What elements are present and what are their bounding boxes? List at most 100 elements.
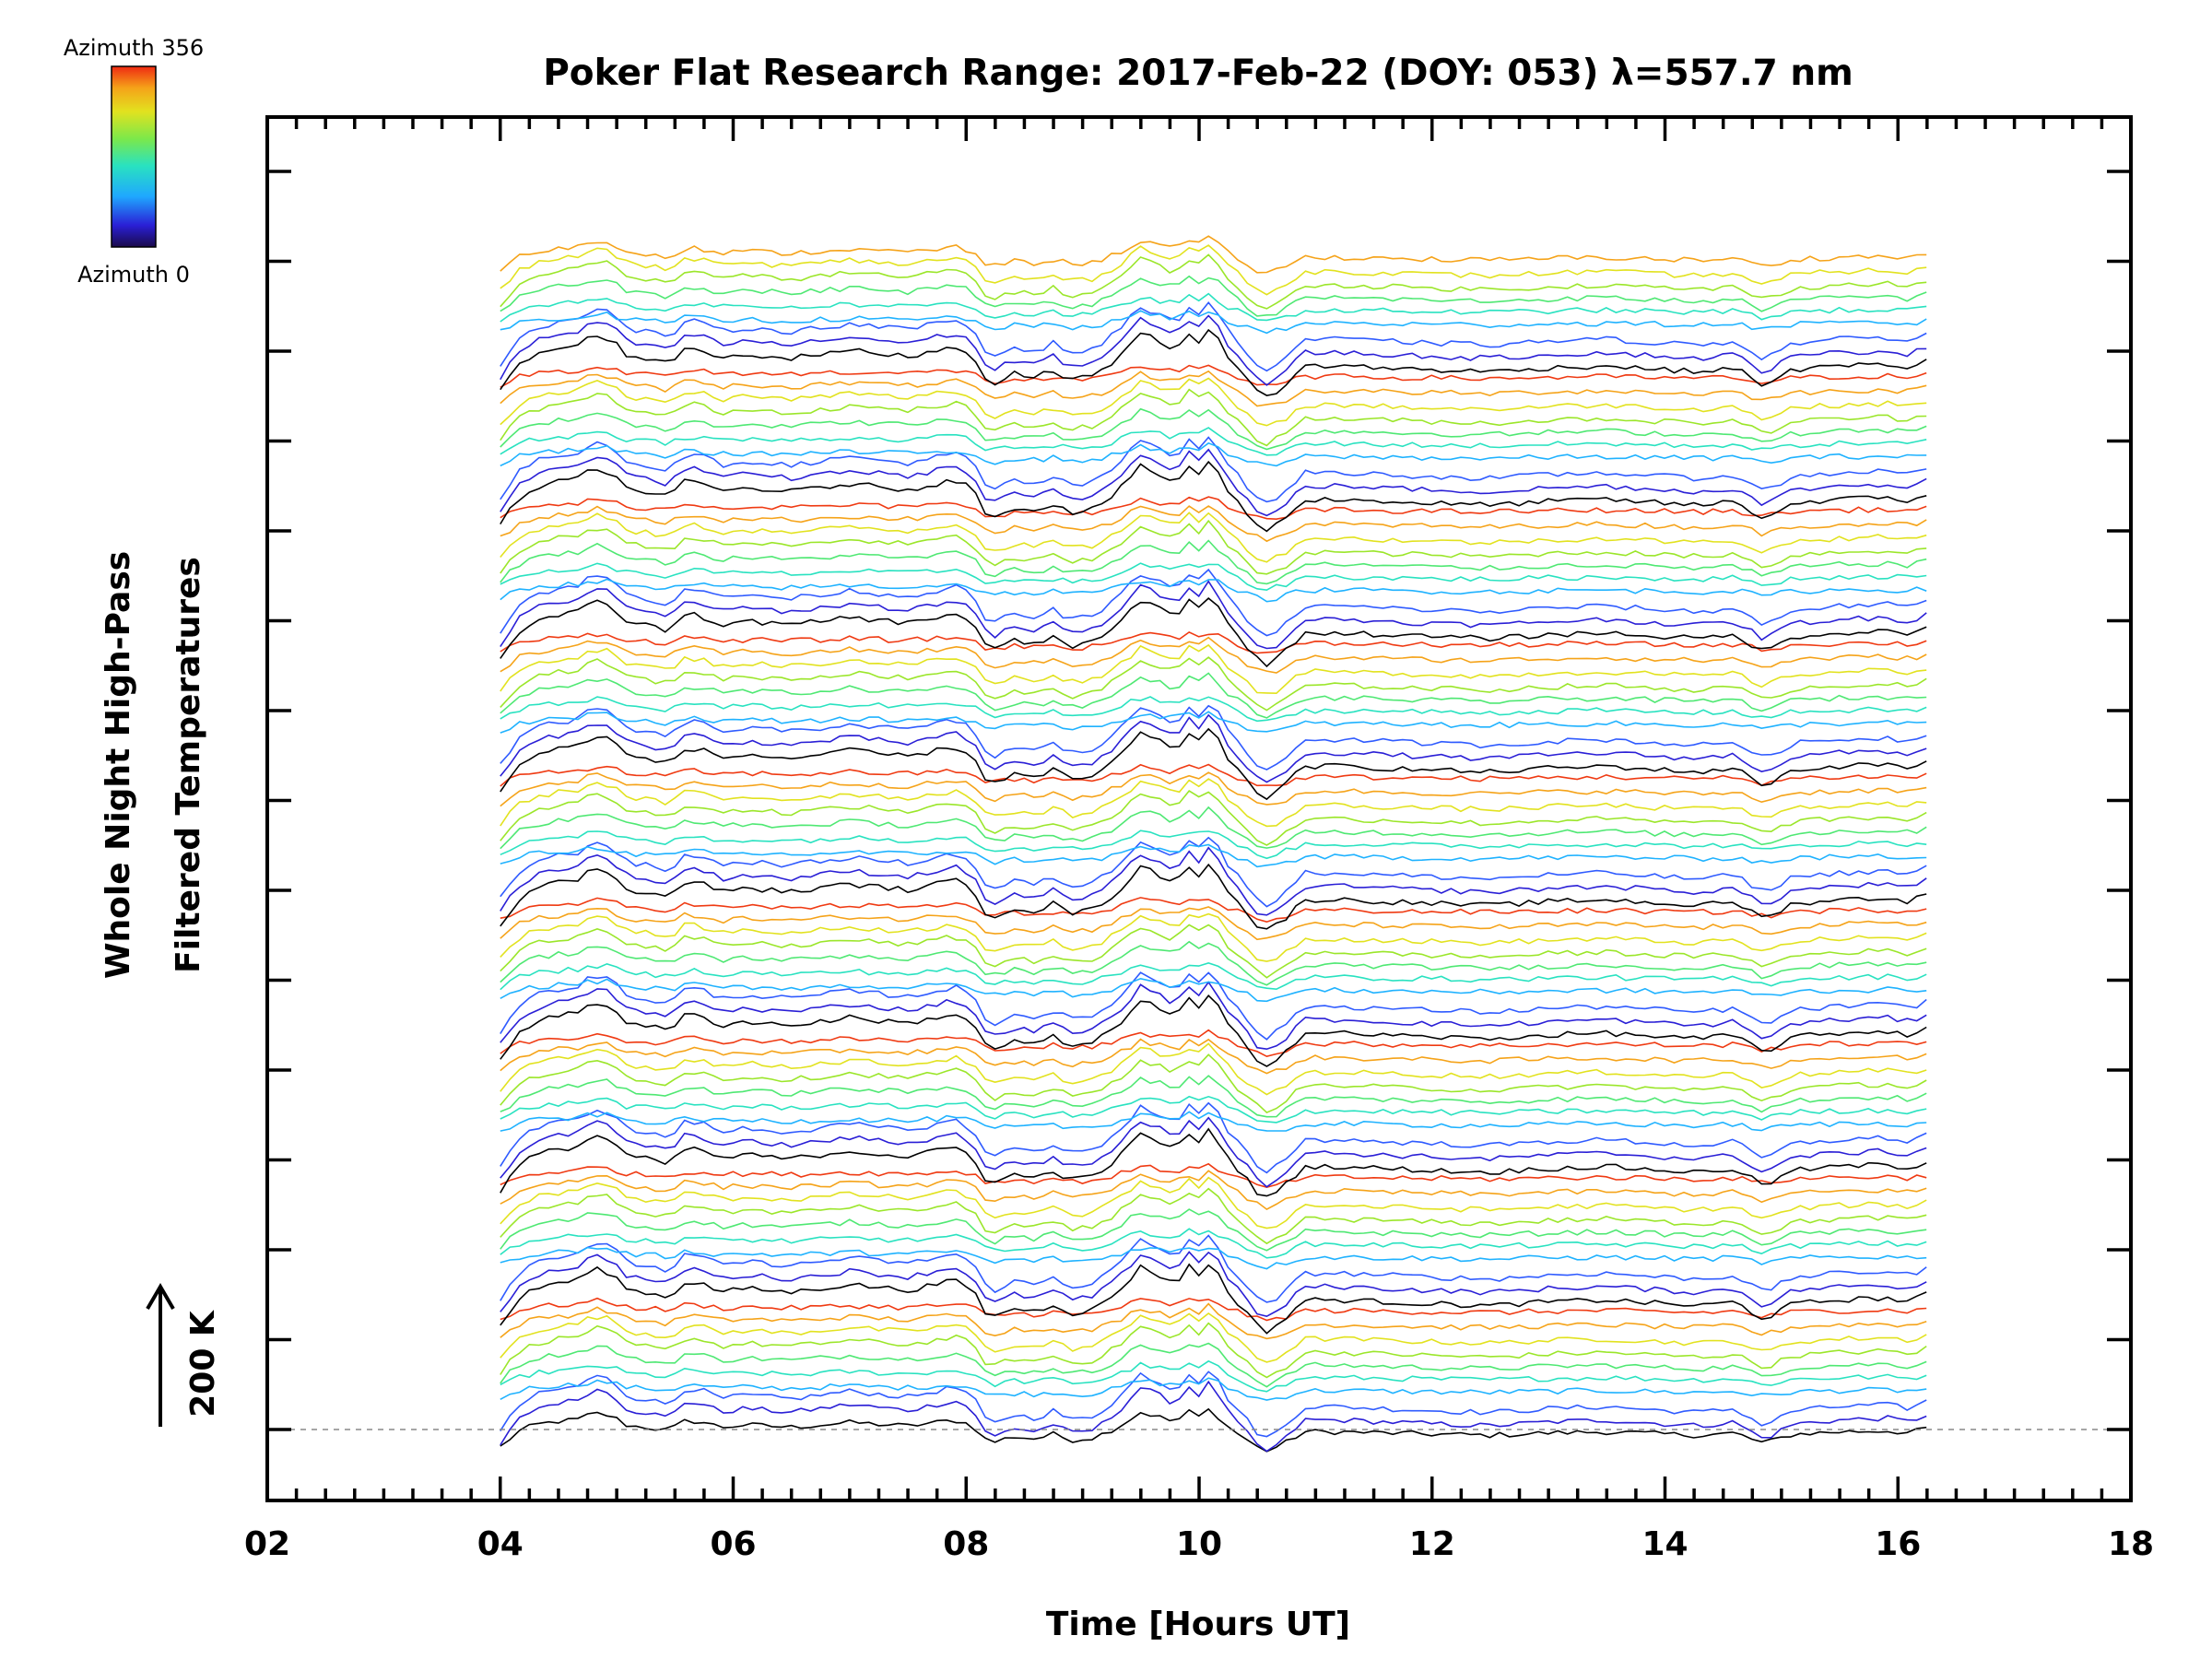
series-line-15 [500,1208,1927,1252]
x-tick-label: 16 [1875,1525,1921,1563]
series-line-9 [500,1297,1927,1322]
series-line-20 [500,1127,1927,1197]
series-line-45 [500,806,1927,850]
series-line-62 [500,568,1927,637]
series-line-25 [500,1075,1927,1118]
x-tick-label: 10 [1176,1525,1222,1563]
series-line-6 [500,1322,1927,1379]
series-line-55 [500,672,1927,719]
series-line-33 [500,977,1927,1003]
series-line-29 [500,1029,1927,1058]
series-line-14 [500,1228,1927,1259]
series-line-35 [500,940,1927,986]
series-line-23 [500,1111,1927,1132]
series-line-38 [500,906,1927,941]
series-line-51 [500,713,1927,783]
series-line-44 [500,830,1927,860]
series-line-41 [500,846,1927,916]
series-line-49 [500,763,1927,787]
colorbar: Azimuth 356 Azimuth 0 [64,35,204,288]
series-line-85 [500,275,1927,317]
series-line-31 [500,981,1927,1051]
colorbar-top-label: Azimuth 356 [64,35,204,61]
series-line-57 [500,643,1927,695]
series-line-34 [500,962,1927,991]
x-tick-label: 08 [943,1525,989,1563]
series-line-1 [500,1380,1927,1453]
series-line-88 [500,235,1927,274]
series-line-8 [500,1302,1927,1340]
series-line-30 [500,994,1927,1067]
x-tick-label: 02 [244,1525,290,1563]
x-tick-label: 14 [1641,1525,1688,1563]
series-line-74 [500,427,1927,456]
series-line-86 [500,253,1927,310]
series-line-50 [500,727,1927,801]
series-line-39 [500,897,1927,924]
x-tick-label: 18 [2108,1525,2154,1563]
series-line-76 [500,388,1927,447]
series-line-12 [500,1234,1927,1303]
series-line-82 [500,301,1927,372]
series-line-70 [500,460,1927,533]
colorbar-gradient [111,65,157,248]
series-line-13 [500,1246,1927,1270]
axes-frame [265,115,2133,1502]
series-group [500,235,1927,1453]
series-line-71 [500,448,1927,517]
series-line-26 [500,1053,1927,1114]
series-line-10 [500,1263,1927,1335]
y-axis-label-line2: Filtered Temperatures [170,557,207,973]
series-line-28 [500,1038,1927,1075]
series-line-18 [500,1170,1927,1211]
chart-title: Poker Flat Research Range: 2017-Feb-22 (… [543,53,1853,94]
series-line-66 [500,519,1927,575]
series-line-78 [500,370,1927,407]
series-line-36 [500,924,1927,979]
series-line-61 [500,580,1927,650]
x-axis-label: Time [Hours UT] [1046,1606,1350,1643]
series-line-42 [500,836,1927,908]
series-line-21 [500,1116,1927,1188]
scale-label: 200 K [184,1310,222,1418]
series-line-37 [500,912,1927,962]
series-line-52 [500,704,1927,771]
scale-arrowhead-icon [146,1283,175,1311]
series-line-17 [500,1176,1927,1230]
series-line-27 [500,1042,1927,1096]
series-line-69 [500,496,1927,521]
series-line-83 [500,310,1927,335]
series-line-2 [500,1371,1927,1438]
series-line-47 [500,778,1927,828]
series-line-32 [500,971,1927,1041]
series-line-87 [500,244,1927,296]
series-line-7 [500,1312,1927,1363]
series-line-84 [500,292,1927,323]
series-line-59 [500,630,1927,654]
series-line-43 [500,843,1927,868]
series-line-68 [500,505,1927,543]
series-line-53 [500,711,1927,734]
series-line-22 [500,1101,1927,1174]
series-line-54 [500,696,1927,723]
series-line-46 [500,790,1927,846]
series-line-63 [500,578,1927,603]
scale-indicator: 200 K [146,1283,222,1427]
series-line-65 [500,539,1927,585]
series-line-5 [500,1342,1927,1388]
series-line-77 [500,377,1927,427]
x-tick-label: 04 [477,1525,524,1563]
series-line-0 [500,1407,1927,1453]
series-line-75 [500,407,1927,451]
series-line-48 [500,771,1927,807]
series-line-73 [500,441,1927,467]
series-line-64 [500,562,1927,592]
colorbar-bottom-label: Azimuth 0 [77,262,190,288]
x-tick-label: 12 [1409,1525,1455,1563]
series-line-80 [500,328,1927,396]
series-line-11 [500,1251,1927,1318]
series-line-67 [500,512,1927,563]
series-line-40 [500,863,1927,930]
series-line-16 [500,1187,1927,1245]
series-line-58 [500,636,1927,674]
